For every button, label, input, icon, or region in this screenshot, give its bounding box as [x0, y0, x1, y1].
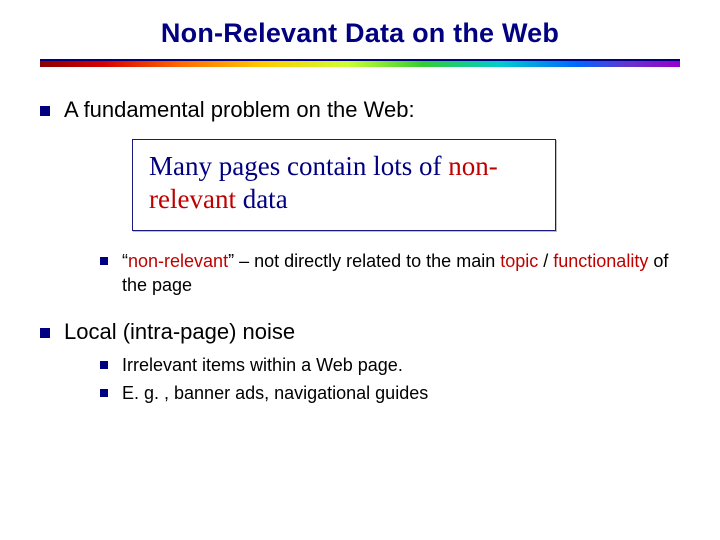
slide: Non-Relevant Data on the Web A fundament… [0, 0, 720, 540]
callout-box: Many pages contain lots of non-relevant … [132, 139, 556, 231]
bullet-text: A fundamental problem on the Web: [64, 95, 415, 125]
square-bullet-icon [100, 257, 108, 265]
square-bullet-icon [100, 389, 108, 397]
square-bullet-icon [100, 361, 108, 369]
slide-title: Non-Relevant Data on the Web [0, 0, 720, 59]
bullet-lvl1: Local (intra-page) noise [40, 317, 680, 347]
spacer [40, 301, 680, 307]
bullet-text: E. g. , banner ads, navigational guides [122, 381, 428, 405]
content-area: A fundamental problem on the Web: Many p… [0, 71, 720, 405]
bullet-lvl1: A fundamental problem on the Web: [40, 95, 680, 125]
callout-text: Many pages contain lots of non-relevant … [149, 150, 539, 216]
sub-bullets: “non-relevant” – not directly related to… [40, 249, 680, 298]
divider [40, 59, 680, 63]
bullet-text: “non-relevant” – not directly related to… [122, 249, 680, 298]
bullet-text: Irrelevant items within a Web page. [122, 353, 403, 377]
bullet-lvl2: “non-relevant” – not directly related to… [100, 249, 680, 298]
sub-bullets: Irrelevant items within a Web page. E. g… [40, 353, 680, 406]
square-bullet-icon [40, 328, 50, 338]
divider-gradient [40, 61, 680, 67]
square-bullet-icon [40, 106, 50, 116]
bullet-text: Local (intra-page) noise [64, 317, 295, 347]
callout-pre: Many pages contain lots of [149, 151, 448, 181]
callout-post: data [236, 184, 288, 214]
bullet-lvl2: Irrelevant items within a Web page. [100, 353, 680, 377]
bullet-lvl2: E. g. , banner ads, navigational guides [100, 381, 680, 405]
